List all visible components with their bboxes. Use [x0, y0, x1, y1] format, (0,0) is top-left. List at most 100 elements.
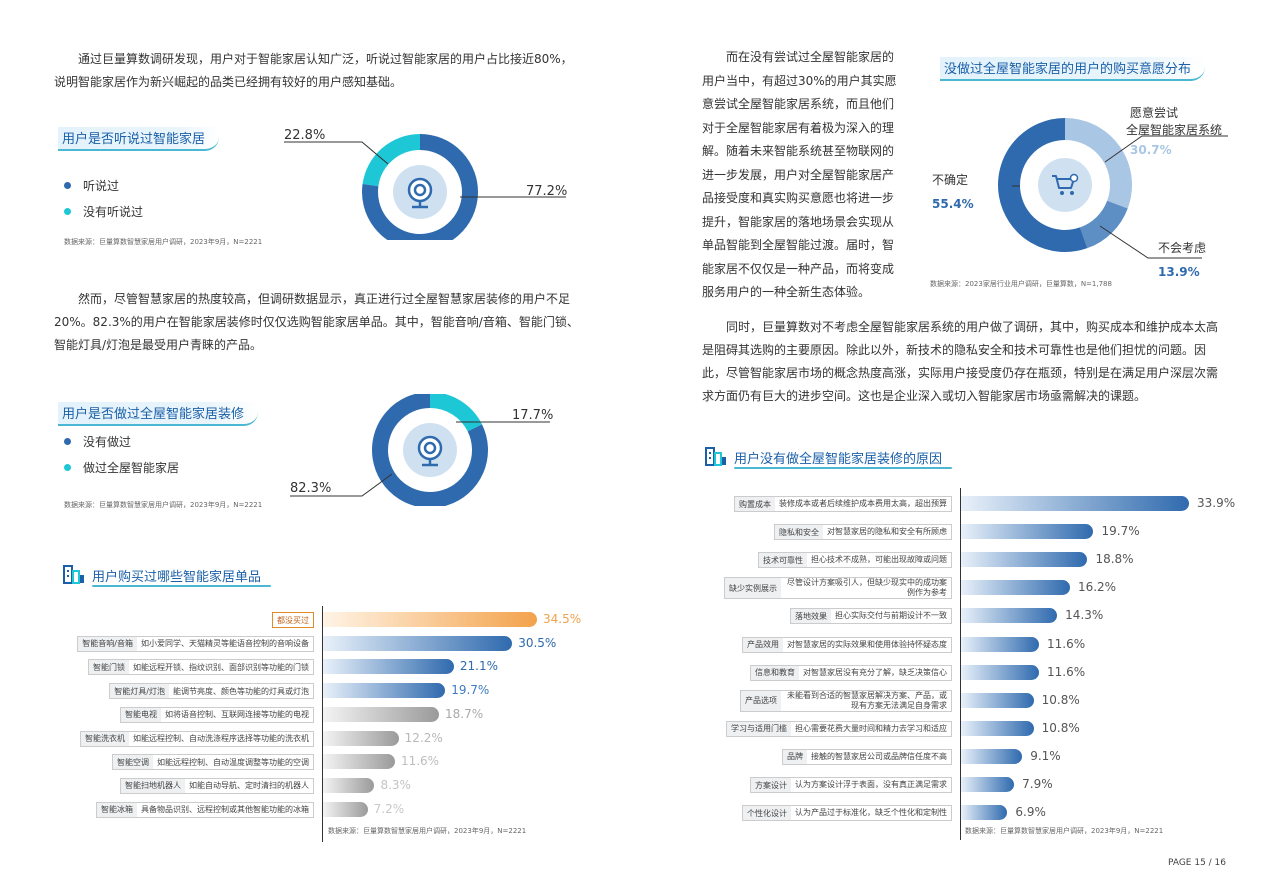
reasons-title: 用户没有做全屋智能家居装修的原因 [704, 447, 953, 469]
purchase-axis-line [322, 606, 323, 842]
paragraph-2: 然而，尽管智慧家居的热度较高，但调研数据显示，真正进行过全屋智慧家居装修的用户不… [54, 288, 594, 357]
bar-category-label: 个性化设计 认为产品过于标准化，缺乏个性化和定制性 [700, 803, 952, 823]
camera-icon [407, 177, 433, 209]
camera-icon [417, 435, 443, 467]
bar-category-label: 智能空调 如能远程控制、自动温度调整等功能的空调 [40, 753, 314, 771]
bar-category-label: 落地效果 担心实际交付与前期设计不一致 [700, 606, 952, 626]
bar [323, 754, 395, 770]
bar [961, 636, 1040, 652]
callout-leader-line [1099, 225, 1202, 259]
callout-leader-line [290, 473, 393, 497]
bar [323, 683, 446, 699]
page-number: PAGE 15 / 16 [1167, 858, 1226, 868]
legend-label: 做过全屋智能家居 [83, 460, 180, 475]
bar-category-label: 技术可靠性 担心技术不成熟，可能出现故障或问题 [700, 550, 952, 570]
legend-dot [64, 181, 71, 189]
para-line: 单品智能到全屋智能过渡。届时，智 [702, 238, 895, 252]
bar-category-label: 方案设计 认为方案设计浮于表面，没有真正满足需求 [700, 775, 952, 795]
slice-unsure [998, 118, 1088, 252]
bar [961, 552, 1088, 568]
label-no: 不会考虑 [1158, 241, 1206, 255]
slice-no [1079, 200, 1128, 249]
bar-category-label: 产品选项 未能看到合适的智慧家居解决方案、产品，或现有方案无法满足自身需求 [700, 689, 952, 712]
bar [323, 730, 399, 746]
bar-value-label: 12.2% [404, 730, 443, 745]
legend-label: 没有听说过 [83, 204, 144, 219]
label-unsure: 不确定 [932, 172, 968, 187]
bar-value-label: 6.9% [1015, 805, 1046, 820]
bar-category-label: 产品效用 对智慧家居的实际效果和使用体验持怀疑态度 [700, 635, 952, 655]
value-label-not-done: 82.3% [290, 481, 331, 496]
bar [323, 777, 375, 793]
bar [323, 659, 454, 675]
awareness-legend: 听说过 没有听说过 [64, 172, 143, 224]
legend-item: 没有做过 [64, 428, 179, 454]
para-line: 智能灯具/灯泡是最受用户青睐的产品。 [54, 338, 263, 352]
intent-source: 数据来源：2023家居行业用户调研，巨量算数，N=1,788 [930, 280, 1112, 288]
bar-value-label: 30.5% [518, 635, 557, 650]
intro-line: 说明智能家居作为新兴崛起的品类已经拥有较好的用户感知基础。 [54, 75, 403, 89]
bar-value-label: 18.8% [1095, 552, 1134, 567]
value-label-not-heard: 22.8% [284, 128, 325, 143]
bar [961, 748, 1023, 764]
para-line: 服务用户的一种全新生态体验。 [702, 285, 871, 299]
bar [961, 720, 1034, 736]
value-label-unsure: 55.4% [932, 197, 974, 211]
bar-category-label: 智能冰箱 具备物品识别、远程控制或其他智能功能的冰箱 [40, 801, 314, 819]
awareness-donut-chart: 22.8% 77.2% [284, 128, 567, 240]
para-line: 同时，巨量算数对不考虑全屋智能家居系统的用户做了调研，其中，购买成本和维护成本太… [726, 320, 1219, 334]
label-willing: 愿意尝试 [1130, 105, 1178, 120]
legend-label: 听说过 [83, 178, 120, 193]
value-label-heard: 77.2% [526, 184, 567, 199]
purchase-title: 用户购买过哪些智能家居单品 [62, 565, 272, 587]
bar-category-label: 购置成本 装修成本或者后续维护成本费用太高，超出预算 [700, 494, 952, 514]
right-paragraph-1: 而在没有尝试过全屋智能家居的 用户当中，有超过30%的用户其实愿 意尝试全屋智能… [702, 46, 912, 305]
value-label-no: 13.9% [1158, 265, 1200, 279]
bar-value-label: 11.6% [1047, 636, 1086, 651]
para-line: 此，尽管智能家居市场的概念热度高涨，实际用户接受度仍存在瓶颈，特别是在满足用户深… [702, 366, 1219, 380]
para-line: 而在没有尝试过全屋智能家居的 [726, 50, 895, 64]
awareness-source: 数据来源：巨量算数智慧家居用户调研，2023年9月，N=2221 [64, 238, 263, 246]
callout-leader-line [284, 141, 389, 165]
bar [961, 580, 1070, 596]
bar-category-label: 智能灯具/灯泡 能调节亮度、颜色等功能的灯具或灯泡 [40, 682, 314, 700]
bar-value-label: 7.9% [1022, 777, 1053, 791]
donut-center-disc [1038, 158, 1092, 212]
intro-paragraph: 通过巨量算数调研发现，用户对于智能家居认知广泛，听说过智能家居的用户占比接近80… [54, 48, 594, 94]
renovation-title: 用户是否做过全屋智能家居装修 [58, 402, 259, 426]
bar-value-label: 14.3% [1065, 608, 1104, 623]
bar-value-label: 19.7% [1101, 524, 1140, 539]
legend-dot [64, 207, 71, 215]
para-line: 20%。82.3%的用户在智能家居装修时仅仅选购智能家居单品。其中，智能音响/音… [54, 315, 579, 329]
bar-category-label: 智能音响/音箱 如小爱同学、天猫精灵等能语音控制的音响设备 [40, 635, 314, 653]
para-line: 进一步发展，用户对全屋智能家居产 [702, 167, 895, 182]
para-line: 对于全屋智能家居有着极为深入的理 [702, 120, 895, 135]
renovation-legend: 没有做过 做过全屋智能家居 [64, 428, 179, 480]
legend-dot [64, 463, 71, 471]
para-line: 解。随着未来智能系统甚至物联网的 [702, 144, 895, 158]
bar-value-label: 11.6% [400, 754, 440, 769]
intro-line: 通过巨量算数调研发现，用户对于智能家居认知广泛，听说过智能家居的用户占比接近80… [78, 52, 573, 66]
legend-item: 没有听说过 [64, 198, 143, 224]
bar-value-label: 21.1% [459, 659, 498, 674]
bar [323, 801, 368, 817]
bar-category-label: 信息和教育 对智慧家居没有充分了解，缺乏决策信心 [700, 663, 952, 683]
bar-category-label: 隐私和安全 对智慧家居的隐私和安全有所顾虑 [700, 522, 952, 542]
bar-category-label: 学习与适用门槛 担心需要花费大量时间和精力去学习和适应 [700, 719, 952, 739]
para-line: 提升，智能家居的落地场景会实现从 [702, 214, 895, 229]
awareness-title: 用户是否听说过智能家居 [58, 127, 220, 151]
bar-value-label: 33.9% [1197, 496, 1236, 510]
slice-heard [362, 134, 478, 240]
slice-whole-house [429, 394, 483, 432]
para-line: 用户当中，有超过30%的用户其实愿 [702, 73, 897, 88]
bar [323, 635, 513, 651]
bar-category-label: 智能电视 如将语音控制、互联网连接等功能的电视 [40, 706, 314, 724]
legend-item: 做过全屋智能家居 [64, 454, 179, 480]
para-line: 意尝试全屋智能家居系统，而且他们 [702, 97, 895, 111]
bar [961, 496, 1189, 511]
legend-label: 没有做过 [83, 434, 132, 449]
bar [961, 805, 1008, 821]
renovation-donut-chart: 17.7% 82.3% [290, 394, 553, 506]
para-line: 能家居不仅仅是一种产品，而将变成 [702, 261, 895, 276]
